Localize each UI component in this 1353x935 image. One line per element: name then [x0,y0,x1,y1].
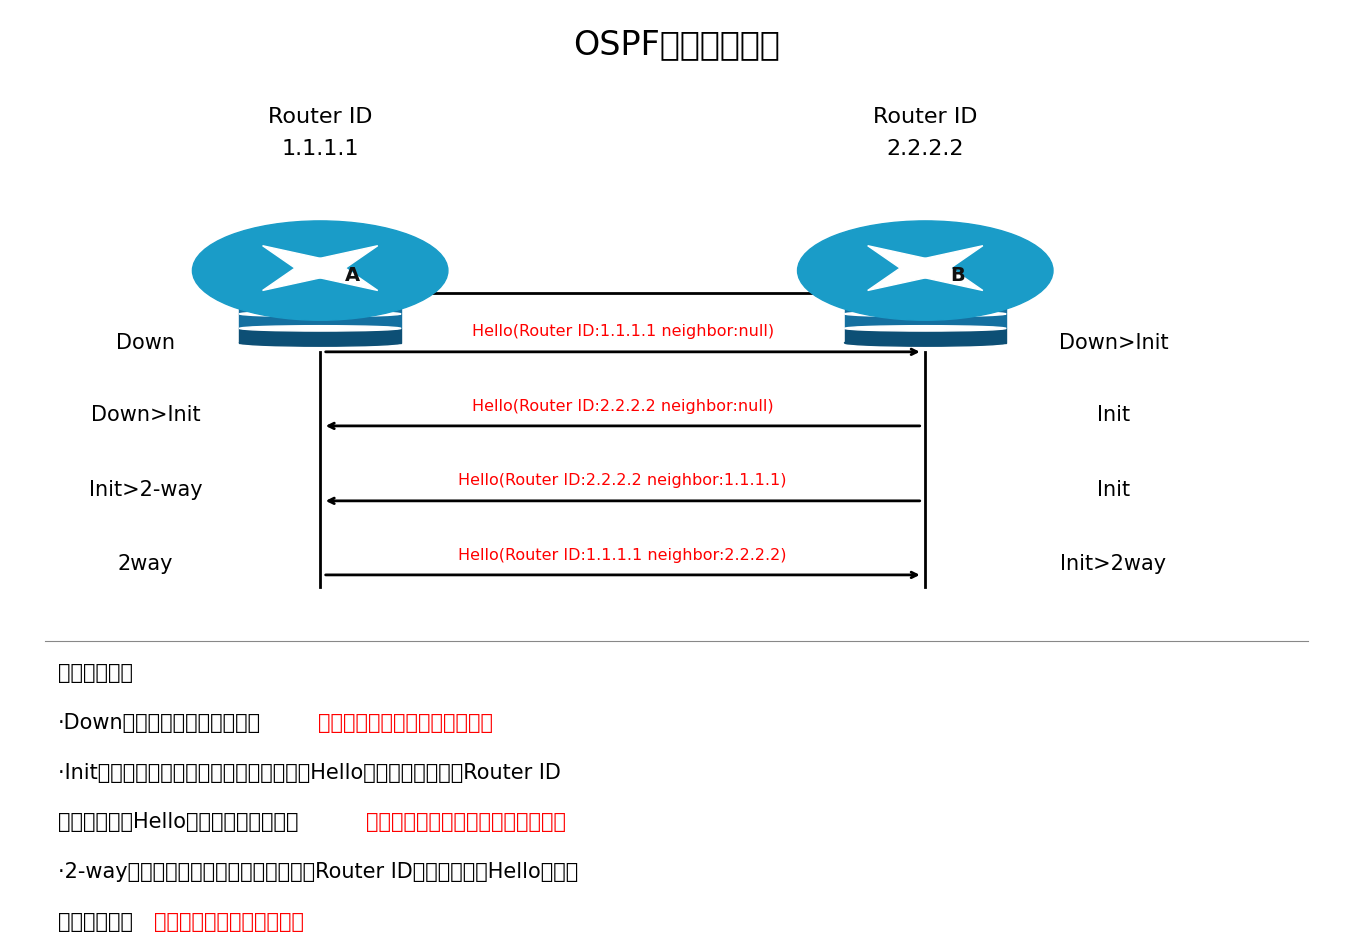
Ellipse shape [908,262,942,275]
Ellipse shape [239,325,400,331]
Bar [239,270,400,285]
Bar [844,328,1005,343]
Text: ·Down：这是邻居的初始状态，: ·Down：这是邻居的初始状态， [58,713,261,733]
Text: 不在所收到的Hello报文的邻居列表中，: 不在所收到的Hello报文的邻居列表中， [58,813,299,832]
Text: A: A [345,266,360,285]
Bar [239,285,400,299]
Text: Init: Init [1097,405,1130,425]
Text: 2way: 2way [118,554,173,574]
Ellipse shape [844,311,1005,317]
Bar [239,314,400,328]
Text: Down>Init: Down>Init [1058,333,1169,352]
Ellipse shape [844,325,1005,331]
Text: Hello(Router ID:1.1.1.1 neighbor:null): Hello(Router ID:1.1.1.1 neighbor:null) [472,324,774,339]
Text: B: B [950,266,965,285]
Text: Init: Init [1097,480,1130,500]
Ellipse shape [192,221,448,321]
Text: Init>2-way: Init>2-way [88,480,202,500]
Text: 表示已确认可以双向通信。: 表示已确认可以双向通信。 [154,912,304,932]
Ellipse shape [797,221,1053,321]
Polygon shape [909,262,982,291]
Text: 表示尚未与邻居建立双向通信关系。: 表示尚未与邻居建立双向通信关系。 [367,813,567,832]
Bar [844,314,1005,328]
Bar [844,299,1005,314]
Ellipse shape [239,282,400,288]
Ellipse shape [303,262,337,275]
Polygon shape [304,246,377,274]
Polygon shape [304,262,377,291]
Text: Down: Down [116,333,175,352]
Text: 表示没有从邻居收到任何消息。: 表示没有从邻居收到任何消息。 [318,713,494,733]
Text: Router ID: Router ID [873,107,977,127]
Text: Router ID: Router ID [268,107,372,127]
Text: Hello(Router ID:1.1.1.1 neighbor:2.2.2.2): Hello(Router ID:1.1.1.1 neighbor:2.2.2.2… [459,548,787,563]
Text: Down>Init: Down>Init [91,405,200,425]
Polygon shape [262,262,337,291]
Text: Init>2way: Init>2way [1061,554,1166,574]
Ellipse shape [239,311,400,317]
Text: Hello(Router ID:2.2.2.2 neighbor:1.1.1.1): Hello(Router ID:2.2.2.2 neighbor:1.1.1.1… [459,473,787,488]
Ellipse shape [844,296,1005,302]
Ellipse shape [239,296,400,302]
Polygon shape [867,246,942,274]
Text: 1.1.1.1: 1.1.1.1 [281,138,359,159]
Bar [239,328,400,343]
Text: 2.2.2.2: 2.2.2.2 [886,138,965,159]
Text: Hello(Router ID:2.2.2.2 neighbor:null): Hello(Router ID:2.2.2.2 neighbor:null) [472,398,774,413]
Ellipse shape [239,339,400,346]
Bar [844,270,1005,285]
Bar [239,299,400,314]
Text: OSPF邻居建立过程: OSPF邻居建立过程 [574,28,779,62]
Text: ·2-way：在此状态下，路由器发现自己的Router ID存在于收到的Hello报文的: ·2-way：在此状态下，路由器发现自己的Router ID存在于收到的Hell… [58,862,578,882]
Polygon shape [867,262,942,291]
Bar [844,285,1005,299]
Text: 邻居列表中，: 邻居列表中， [58,912,133,932]
Ellipse shape [844,339,1005,346]
Ellipse shape [844,282,1005,288]
Polygon shape [262,246,337,274]
Text: ·Init：在此状态下，路由器已经从邻居收到Hello报文，但是自己的Router ID: ·Init：在此状态下，路由器已经从邻居收到Hello报文，但是自己的Route… [58,763,561,783]
Polygon shape [909,246,982,274]
Text: 各状态含义：: 各状态含义： [58,664,133,683]
